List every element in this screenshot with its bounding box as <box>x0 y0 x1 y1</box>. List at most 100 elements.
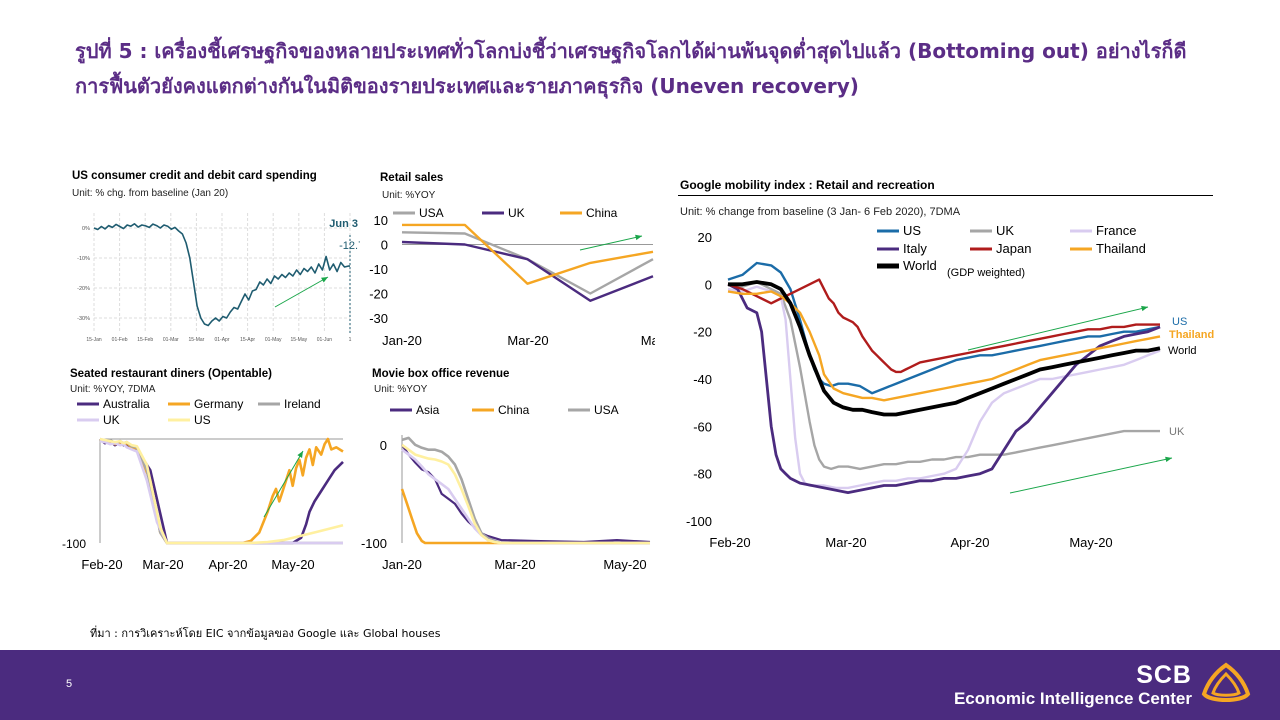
x-tick-label: 15-Mar <box>188 337 204 343</box>
trend-arrow-retail-shaft <box>579 235 643 251</box>
legend-label-ireland: Ireland <box>284 397 321 411</box>
legend-label-thailand: Thailand <box>1096 241 1146 256</box>
chart-title-retail: Retail sales <box>380 172 444 184</box>
y-tick-label: 20 <box>698 230 712 245</box>
legend-label-uk: UK <box>996 223 1014 238</box>
y-tick-label: -10 <box>369 262 388 277</box>
y-tick-label: 0% <box>82 226 90 232</box>
x-tick-label: 1 <box>349 337 352 343</box>
y-tick-label: -30% <box>77 316 90 322</box>
x-tick-label: Mar-20 <box>825 535 866 550</box>
legend-label-australia: Australia <box>103 397 150 411</box>
chart-unit-us-card: Unit: % chg. from baseline (Jan 20) <box>72 188 229 199</box>
legend-label-italy: Italy <box>903 241 927 256</box>
legend-label-us: US <box>194 413 211 427</box>
legend-label-china: China <box>586 206 618 220</box>
legend-label-china: China <box>498 403 530 417</box>
y-tick-label: -100 <box>686 514 712 529</box>
chart-unit-opentable: Unit: %YOY, 7DMA <box>70 384 156 395</box>
x-tick-label: Feb-20 <box>81 557 122 572</box>
y-tick-label: -40 <box>693 372 712 387</box>
series-line-japan <box>727 278 1160 374</box>
x-tick-label: 01-Apr <box>214 337 229 343</box>
legend-label-france: France <box>1096 223 1136 238</box>
x-tick-label: May <box>641 333 655 348</box>
end-label-uk: UK <box>1169 426 1185 438</box>
end-label-thailand: Thailand <box>1169 329 1214 341</box>
legend-label-asia: Asia <box>416 403 440 417</box>
x-tick-label: Feb-20 <box>709 535 750 550</box>
trend-arrow-google-upper-shaft <box>967 306 1149 351</box>
brand-name: SCB <box>1136 661 1192 689</box>
chart-boxoffice: Asia China USA 0 -100 Jan-20 Mar-20 May-20 <box>361 403 651 572</box>
legend-label-uk: UK <box>508 206 525 220</box>
y-tick-label: -100 <box>62 537 86 551</box>
trend-arrow-google-upper-head <box>1141 305 1148 312</box>
y-tick-label: -20 <box>693 325 712 340</box>
trend-arrow-opentable-shaft <box>263 450 304 518</box>
y-tick-label: -60 <box>693 419 712 434</box>
title-line-1: รูปที่ 5 : เครื่องชี้เศรษฐกิจของหลายประเ… <box>75 39 1187 63</box>
series-line-world <box>728 280 1161 417</box>
x-tick-label: Jan-20 <box>382 333 422 348</box>
series-line-france <box>727 285 1161 490</box>
x-tick-label: 01-Feb <box>112 337 128 343</box>
legend-label-us: US <box>903 223 921 238</box>
x-tick-label: 15-Jan <box>86 337 102 343</box>
source-note: ที่มา : การวิเคราะห์โดย EIC จากข้อมูลของ… <box>90 627 441 640</box>
annotation-value: -12.7% <box>339 240 360 252</box>
series-line-unnamed-3 <box>401 448 650 545</box>
x-tick-label: May-20 <box>603 557 646 572</box>
x-tick-label: 01-May <box>265 337 282 343</box>
trend-arrow-retail-head <box>635 234 642 241</box>
legend-label-japan: Japan <box>996 241 1031 256</box>
x-tick-label: 15-Apr <box>240 337 255 343</box>
end-label-us: US <box>1172 316 1187 328</box>
chart-retail: 10 0 -10 -20 -30 USA UK China Jan-20 Mar-20 May <box>369 206 655 348</box>
series-line-thailand <box>727 290 1161 402</box>
legend-label-germany: Germany <box>194 397 243 411</box>
y-tick-label: -80 <box>693 467 712 482</box>
brand-block: SCB Economic Intelligence Center <box>954 662 1192 710</box>
scb-logo-icon <box>1201 662 1251 702</box>
chart-unit-retail: Unit: %YOY <box>382 190 436 201</box>
brand-subtitle: Economic Intelligence Center <box>953 689 1192 708</box>
y-tick-label: -100 <box>361 536 387 551</box>
legend-label-usa: USA <box>419 206 444 220</box>
chart-title-google: Google mobility index : Retail and recre… <box>680 178 935 192</box>
world-note: (GDP weighted) <box>947 267 1025 279</box>
title-underline <box>678 195 1213 196</box>
series-line-unnamed-0 <box>93 223 350 327</box>
chart-opentable: Australia Germany Ireland UK US -100 Feb-20 Mar… <box>62 397 344 572</box>
trend-arrow-google-lower-head <box>1165 456 1172 463</box>
chart-title-boxoffice: Movie box office revenue <box>372 368 510 380</box>
x-tick-label: Mar-20 <box>507 333 548 348</box>
series-line-asia <box>401 444 651 544</box>
chart-unit-boxoffice: Unit: %YOY <box>374 384 428 395</box>
title-line-2: การฟื้นตัวยังคงแตกต่างกันในมิติของรายประ… <box>75 74 859 98</box>
trend-arrow-us-card-head <box>321 277 328 283</box>
series-line-us <box>99 437 344 545</box>
series-line-unnamed-4 <box>401 443 650 545</box>
y-tick-label: -20% <box>77 286 90 292</box>
legend-label-usa: USA <box>594 403 619 417</box>
x-tick-label: Apr-20 <box>208 557 247 572</box>
y-tick-label: -10% <box>77 256 90 262</box>
x-tick-label: May-20 <box>1069 535 1112 550</box>
chart-title-opentable: Seated restaurant diners (Opentable) <box>70 368 272 380</box>
x-tick-label: Jan-20 <box>382 557 422 572</box>
legend-label-uk: UK <box>103 413 120 427</box>
series-line-uk <box>727 280 1160 471</box>
y-tick-label: -20 <box>369 287 388 302</box>
x-tick-label: Apr-20 <box>950 535 989 550</box>
series-line-uk <box>401 240 654 302</box>
series-line-germany <box>99 437 344 545</box>
x-tick-label: 01-Mar <box>163 337 179 343</box>
annotation-date: Jun 3 <box>329 218 358 230</box>
footer-bar: 5 SCB Economic Intelligence Center <box>0 650 1280 720</box>
legend-label-world: World <box>903 258 937 273</box>
chart-title-us-card: US consumer credit and debit card spendi… <box>72 170 317 182</box>
page-number: 5 <box>66 678 73 690</box>
x-tick-label: Mar-20 <box>494 557 535 572</box>
y-tick-label: 0 <box>705 277 712 292</box>
